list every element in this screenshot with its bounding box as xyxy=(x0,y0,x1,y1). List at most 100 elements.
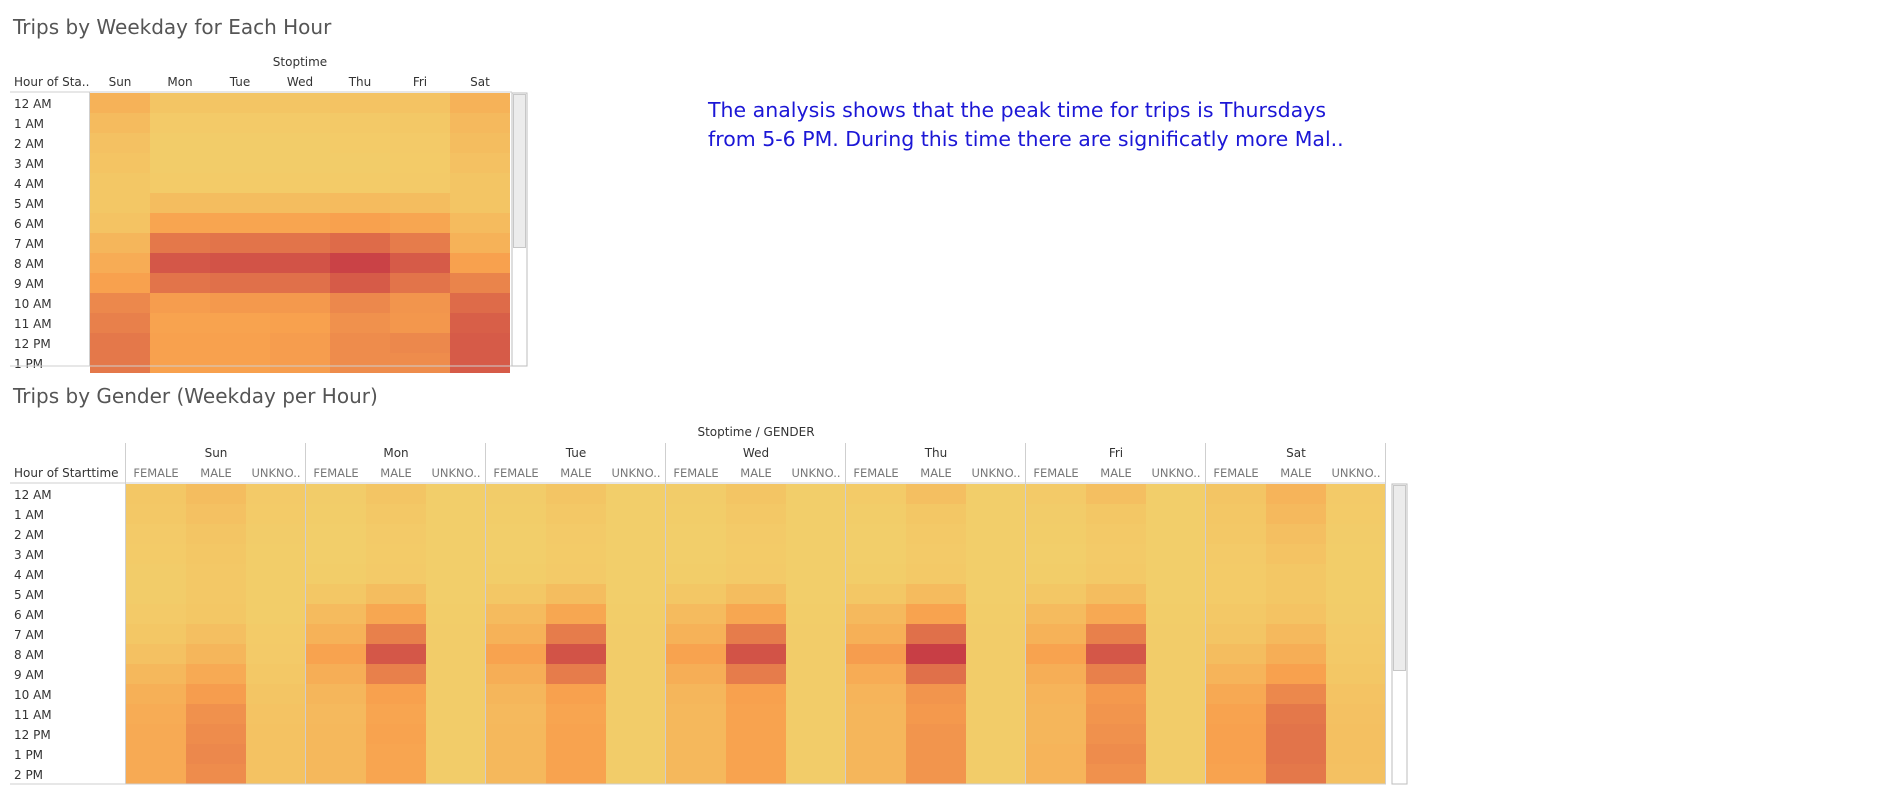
heatmap-cell xyxy=(330,173,390,193)
heatmap-cell xyxy=(270,93,330,113)
row-label: 1 PM xyxy=(14,748,43,762)
heatmap-cell xyxy=(150,153,210,173)
heatmap-cell xyxy=(366,684,426,704)
heatmap-cell xyxy=(126,724,186,744)
heatmap-cell xyxy=(726,504,786,524)
heatmap-cell xyxy=(330,193,390,213)
heatmap-cell xyxy=(390,253,450,273)
heatmap-cell xyxy=(1086,564,1146,584)
heatmap-cell xyxy=(1026,624,1086,644)
heatmap-cell xyxy=(1086,624,1146,644)
row-label: 12 AM xyxy=(14,97,52,111)
heatmap-cell xyxy=(726,764,786,784)
heatmap-cell xyxy=(966,644,1026,664)
heatmap-cell xyxy=(246,624,306,644)
row-label: 3 AM xyxy=(14,157,44,171)
heatmap-cell xyxy=(1266,544,1326,564)
heatmap-cell xyxy=(846,764,906,784)
heatmap-cell xyxy=(606,644,666,664)
heatmap-cell xyxy=(1086,544,1146,564)
heatmap-cell xyxy=(906,704,966,724)
heatmap-cell xyxy=(126,524,186,544)
heatmap-cell xyxy=(546,484,606,504)
heatmap-cell xyxy=(606,604,666,624)
heatmap-cell xyxy=(486,764,546,784)
heatmap-cell xyxy=(210,313,270,333)
heatmap-cell xyxy=(786,764,846,784)
heatmap-cell xyxy=(330,293,390,313)
heatmap-cell xyxy=(546,684,606,704)
heatmap-cell xyxy=(90,153,150,173)
heatmap-cell xyxy=(150,173,210,193)
heatmap-cell xyxy=(1146,484,1206,504)
gender-label: FEMALE xyxy=(1033,466,1078,480)
heatmap-cell xyxy=(210,133,270,153)
heatmap-cell xyxy=(486,584,546,604)
heatmap-cell xyxy=(1086,524,1146,544)
heatmap-cell xyxy=(210,293,270,313)
heatmap-cell xyxy=(186,724,246,744)
heatmap-cell xyxy=(1326,504,1386,524)
heatmap-cell xyxy=(126,644,186,664)
heatmap-cell xyxy=(450,273,510,293)
heatmap-cell xyxy=(186,624,246,644)
heatmap-cell xyxy=(606,544,666,564)
heatmap-cell xyxy=(390,273,450,293)
heatmap-cell xyxy=(306,504,366,524)
heatmap-cell xyxy=(390,233,450,253)
heatmap-cell xyxy=(726,604,786,624)
heatmap-cell xyxy=(150,293,210,313)
heatmap-cell xyxy=(390,293,450,313)
heatmap-cell xyxy=(450,133,510,153)
heatmap-cell xyxy=(450,113,510,133)
heatmap-cell xyxy=(486,544,546,564)
gender-label: UNKNO.. xyxy=(251,466,300,480)
heatmap-cell xyxy=(210,333,270,353)
heatmap-cell xyxy=(390,213,450,233)
heatmap-cell xyxy=(966,764,1026,784)
heatmap-cell xyxy=(330,153,390,173)
row-label: 12 AM xyxy=(14,488,52,502)
heatmap-cell xyxy=(426,484,486,504)
heatmap-cell xyxy=(1266,564,1326,584)
heatmap-cell xyxy=(246,524,306,544)
heatmap-cell xyxy=(606,664,666,684)
heatmap-cell xyxy=(906,544,966,564)
row-label: 6 AM xyxy=(14,608,44,622)
day-label: Tue xyxy=(565,446,587,460)
heatmap-cell xyxy=(906,644,966,664)
heatmap-cell xyxy=(486,504,546,524)
gender-label: UNKNO.. xyxy=(791,466,840,480)
heatmap-cell xyxy=(150,233,210,253)
heatmap-cell xyxy=(306,704,366,724)
heatmap-cell xyxy=(726,524,786,544)
heatmap-cell xyxy=(906,604,966,624)
heatmap-cell xyxy=(246,684,306,704)
heatmap-cell xyxy=(270,213,330,233)
heatmap-cell xyxy=(966,544,1026,564)
heatmap-cell xyxy=(1086,484,1146,504)
heatmap-cell xyxy=(1146,624,1206,644)
gender-label: MALE xyxy=(380,466,411,480)
heatmap-cell xyxy=(306,624,366,644)
row-header: Hour of Sta.. xyxy=(14,75,89,89)
heatmap-cell xyxy=(1026,604,1086,624)
heatmap-cell xyxy=(786,664,846,684)
gender-label: UNKNO.. xyxy=(1151,466,1200,480)
heatmap-cell xyxy=(426,544,486,564)
heatmap-cell xyxy=(450,213,510,233)
heatmap-cell xyxy=(1206,524,1266,544)
day-label: Wed xyxy=(743,446,769,460)
heatmap-cell xyxy=(246,764,306,784)
heatmap-cell xyxy=(1266,484,1326,504)
column-label: Mon xyxy=(167,75,192,89)
heatmap-cell xyxy=(90,333,150,353)
row-label: 7 AM xyxy=(14,628,44,642)
heatmap-cell xyxy=(1086,644,1146,664)
heatmap-cell xyxy=(450,153,510,173)
heatmap-cell xyxy=(546,664,606,684)
row-label: 9 AM xyxy=(14,277,44,291)
heatmap-cell xyxy=(90,193,150,213)
heatmap-cell xyxy=(1086,704,1146,724)
